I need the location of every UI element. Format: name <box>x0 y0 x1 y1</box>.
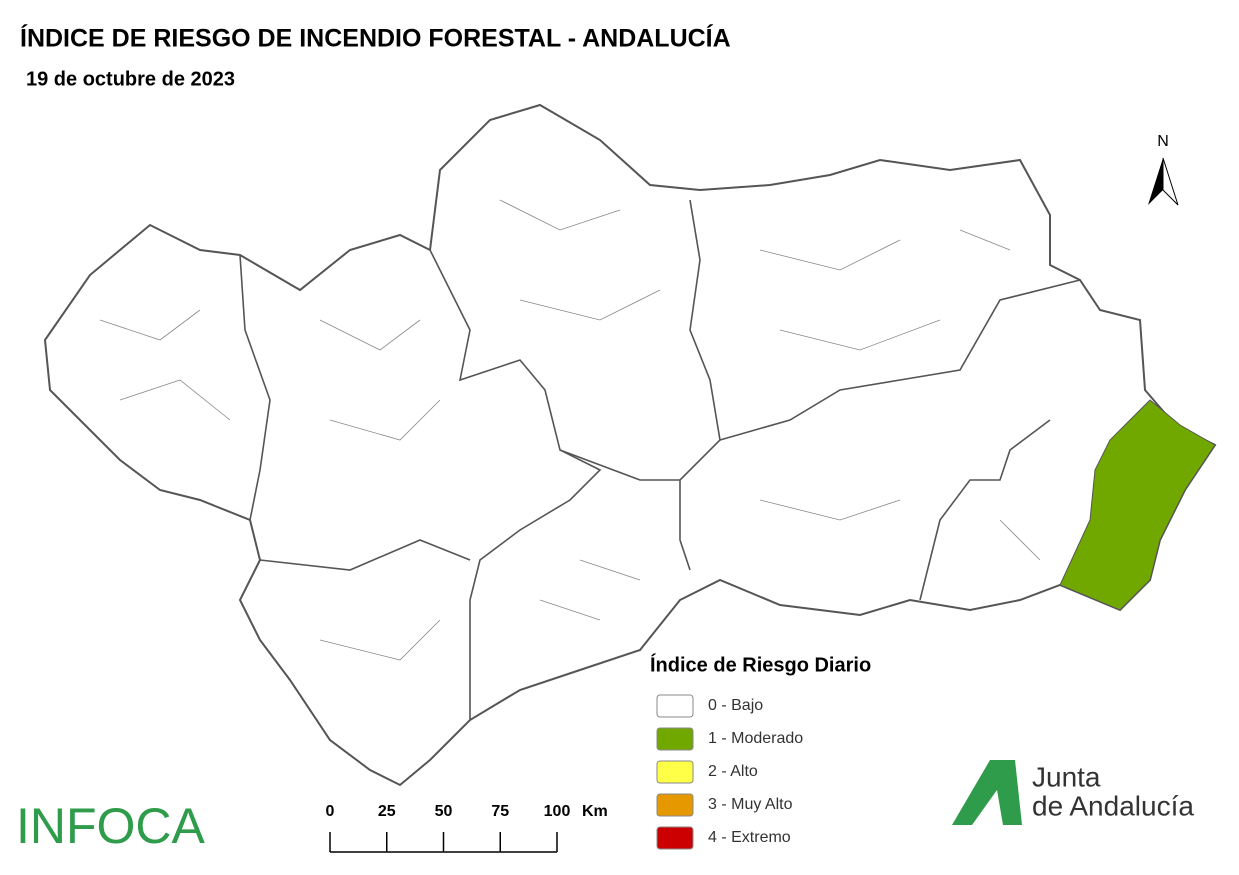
junta-logo: Junta de Andalucía <box>952 760 1194 825</box>
legend-label: 0 - Bajo <box>708 697 763 714</box>
junta-text: Junta <box>1032 761 1101 792</box>
province-border <box>719 279 1081 441</box>
scale-label: 50 <box>435 803 453 820</box>
legend-label: 4 - Extremo <box>708 829 791 846</box>
junta-text: de Andalucía <box>1032 790 1194 821</box>
province-border <box>239 254 271 521</box>
north-label: N <box>1157 133 1169 150</box>
legend-swatch <box>656 793 694 817</box>
legend-label: 3 - Muy Alto <box>708 796 793 813</box>
legend-label: 1 - Moderado <box>708 730 803 747</box>
province-border <box>679 199 721 571</box>
legend-swatch <box>656 694 694 718</box>
province-border <box>559 449 680 481</box>
moderate-risk-zone <box>1059 399 1216 611</box>
scale-unit: Km <box>582 803 608 820</box>
province-border <box>259 539 471 571</box>
title: ÍNDICE DE RIESGO DE INCENDIO FORESTAL - … <box>20 24 731 53</box>
andalucia-outline <box>43 103 1217 787</box>
province-border <box>919 419 1051 601</box>
scale-bar: Km 0 25 50 75 100 <box>326 803 608 853</box>
legend-swatch <box>656 826 694 850</box>
scale-label: 75 <box>491 803 509 820</box>
north-arrow: N <box>1148 133 1179 206</box>
region-map <box>43 103 1217 787</box>
scale-label: 25 <box>378 803 396 820</box>
legend-label: 2 - Alto <box>708 763 758 780</box>
legend: Índice de Riesgo Diario 0 - Bajo 1 - Mode… <box>650 653 871 850</box>
legend-title: Índice de Riesgo Diario <box>650 653 871 676</box>
date: 19 de octubre de 2023 <box>26 68 235 90</box>
province-border <box>429 249 602 720</box>
infoca-logo: INFOCA <box>16 798 206 854</box>
scale-label: 100 <box>544 803 571 820</box>
junta-emblem <box>952 760 1022 825</box>
north-arrow-shape <box>1148 158 1163 205</box>
legend-swatch <box>656 760 694 784</box>
municipal-border <box>99 199 1041 661</box>
legend-swatch <box>656 727 694 751</box>
north-arrow-shape <box>1162 157 1179 206</box>
scale-label: 0 <box>326 803 335 820</box>
